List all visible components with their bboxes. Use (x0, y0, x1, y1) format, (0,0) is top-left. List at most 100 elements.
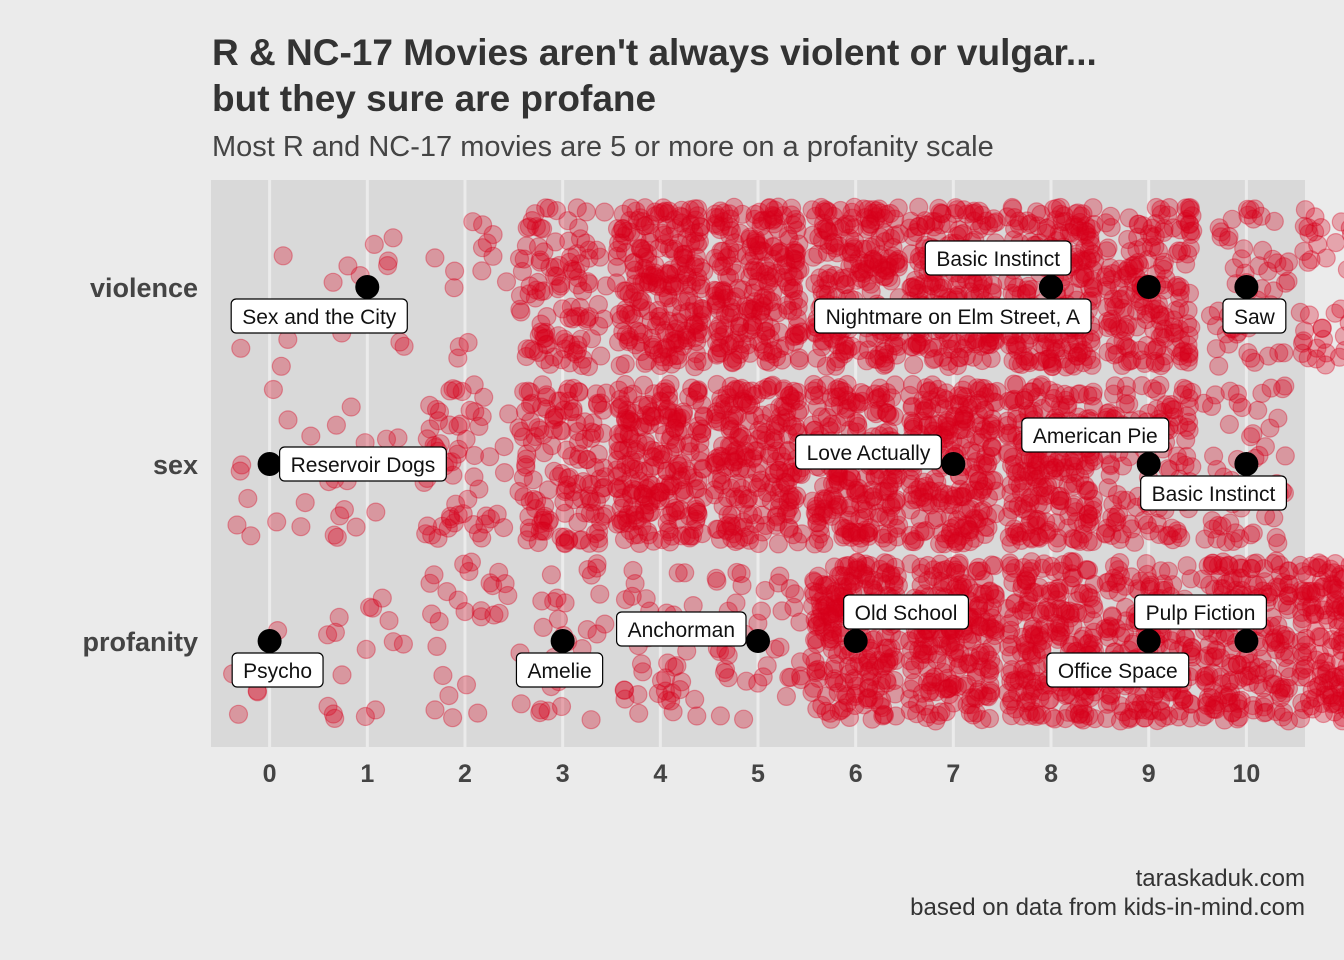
jitter-point-sex-3 (544, 461, 564, 481)
jitter-point-violence-3 (531, 314, 551, 334)
jitter-point-violence-5 (762, 344, 782, 364)
jitter-point-violence-4 (646, 267, 666, 287)
jitter-point-violence-5 (754, 242, 774, 262)
jitter-point-violence-5 (720, 209, 740, 229)
jitter-point-violence-7 (972, 205, 992, 225)
jitter-point-violence-5 (711, 281, 731, 301)
jitter-point-violence-3 (548, 279, 568, 299)
jitter-point-sex-3 (511, 421, 531, 441)
jitter-point-violence-5 (766, 263, 786, 283)
jitter-point-violence-6 (870, 227, 890, 247)
jitter-point-violence-11 (1326, 233, 1344, 253)
label-0: Sex and the City (230, 298, 408, 334)
x-tick-label-9: 9 (1142, 760, 1156, 788)
jitter-point-violence-5 (746, 229, 766, 249)
jitter-point-profanity-8 (1021, 552, 1042, 572)
jitter-point-violence-3 (572, 355, 592, 376)
jitter-point-violence-5 (709, 300, 730, 320)
jitter-point-violence-4 (678, 302, 699, 322)
jitter-point-violence-4 (691, 217, 711, 237)
jitter-point-violence-4 (668, 233, 689, 253)
jitter-point-violence-5 (783, 281, 804, 301)
jitter-point-profanity-6 (820, 703, 841, 723)
jitter-point-violence-11 (1313, 329, 1334, 349)
jitter-point-sex-4 (629, 533, 650, 554)
jitter-point-violence-5 (732, 334, 752, 354)
jitter-point-violence-5 (740, 343, 760, 363)
jitter-point-violence-6 (816, 218, 836, 238)
jitter-point-violence-6 (868, 264, 888, 284)
jitter-point-violence-6 (805, 206, 826, 226)
jitter-point-sex-1 (334, 500, 354, 520)
jitter-point-violence-9 (1150, 311, 1170, 331)
jitter-point-violence-5 (782, 249, 803, 269)
jitter-point-profanity-11 (1298, 581, 1319, 602)
jitter-point-sex-10 (1195, 529, 1215, 549)
jitter-point-violence-3 (536, 198, 556, 218)
jitter-point-sex-9 (1178, 412, 1199, 432)
jitter-point-violence-5 (721, 303, 741, 323)
jitter-point-violence-6 (880, 203, 900, 224)
jitter-point-violence-4 (659, 275, 679, 295)
jitter-point-profanity-7 (938, 678, 958, 699)
jitter-point-sex-7 (924, 510, 944, 530)
x-tick-label-3: 3 (556, 760, 570, 788)
jitter-point-violence-5 (750, 305, 770, 325)
jitter-point-violence-6 (885, 253, 906, 273)
jitter-point-violence-5 (760, 329, 780, 349)
jitter-point-violence-3 (563, 261, 583, 281)
jitter-point-violence-3 (588, 294, 609, 315)
jitter-point-profanity-6 (812, 617, 832, 637)
highlight-point-11 (746, 629, 770, 653)
jitter-point-sex-4 (662, 408, 682, 428)
jitter-point-sex-10 (1275, 446, 1295, 466)
jitter-point-violence-4 (668, 313, 689, 333)
jitter-point-violence-5 (773, 255, 793, 276)
jitter-point-sex-4 (680, 442, 700, 462)
jitter-point-violence-5 (724, 333, 744, 353)
jitter-point-violence-3 (567, 340, 588, 360)
jitter-point-violence-6 (813, 219, 833, 240)
jitter-point-violence-7 (986, 212, 1007, 232)
jitter-point-violence-4 (612, 219, 633, 239)
jitter-point-violence-5 (706, 291, 726, 311)
jitter-point-violence-6 (849, 340, 870, 361)
jitter-point-violence-3 (520, 339, 541, 359)
jitter-point-violence-6 (888, 257, 908, 277)
jitter-point-sex-4 (622, 497, 643, 517)
jitter-point-violence-6 (814, 202, 834, 222)
jitter-point-violence-10 (1209, 356, 1229, 376)
jitter-point-violence-6 (831, 219, 851, 239)
jitter-point-violence-5 (785, 253, 805, 273)
jitter-point-violence-8 (1020, 353, 1040, 373)
jitter-point-violence-5 (791, 322, 812, 342)
jitter-point-violence-2 (445, 261, 465, 281)
jitter-point-violence-6 (834, 335, 854, 355)
jitter-point-profanity-4 (670, 679, 690, 700)
highlight-point-2 (1039, 275, 1064, 299)
jitter-point-violence-11 (1337, 260, 1344, 279)
jitter-point-sex-5 (770, 490, 790, 510)
jitter-point-profanity-3 (533, 617, 553, 638)
jitter-point-violence-7 (904, 355, 924, 375)
jitter-point-sex-1 (366, 502, 386, 522)
jitter-point-violence-3 (576, 311, 597, 331)
jitter-point-violence-4 (673, 244, 694, 264)
jitter-point-violence-6 (857, 239, 877, 259)
jitter-point-sex-3 (563, 378, 584, 398)
jitter-point-sex-10 (1228, 393, 1248, 413)
jitter-point-profanity-1 (325, 622, 345, 643)
jitter-point-violence-6 (803, 247, 823, 267)
jitter-point-violence-6 (861, 237, 881, 257)
jitter-point-violence-6 (862, 250, 883, 270)
jitter-point-sex-2 (464, 467, 484, 487)
jitter-point-violence-4 (635, 216, 655, 236)
jitter-point-violence-7 (981, 348, 1001, 368)
jitter-point-sex-4 (642, 440, 662, 460)
jitter-point-violence-4 (627, 210, 648, 231)
jitter-point-violence-5 (764, 207, 784, 227)
jitter-point-violence-3 (577, 272, 598, 292)
jitter-point-violence-4 (614, 226, 635, 246)
jitter-point-violence-6 (863, 249, 883, 269)
jitter-point-profanity-5 (748, 673, 768, 693)
